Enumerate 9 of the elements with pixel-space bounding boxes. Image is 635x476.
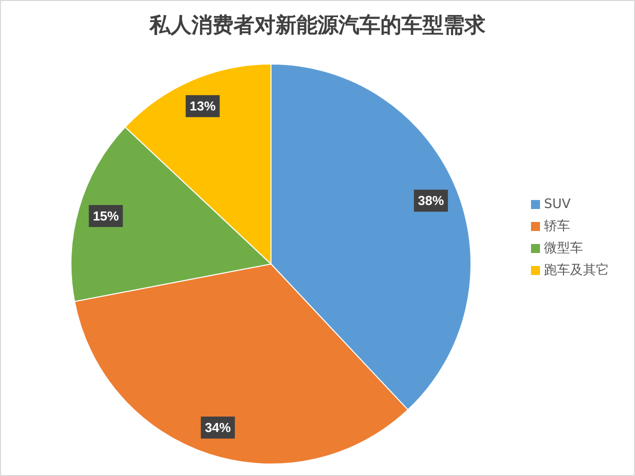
data-label: 38%: [418, 193, 444, 208]
legend-label: 跑车及其它: [544, 263, 609, 278]
data-label: 34%: [204, 420, 232, 436]
data-label: 13%: [190, 98, 216, 114]
legend-label: 微型车: [544, 241, 583, 256]
legend-label: SUV: [544, 197, 571, 212]
legend-label: 轿车: [544, 219, 570, 234]
data-label: 15%: [92, 208, 120, 224]
chart-title: 私人消费者对新能源汽车的车型需求: [148, 11, 486, 39]
